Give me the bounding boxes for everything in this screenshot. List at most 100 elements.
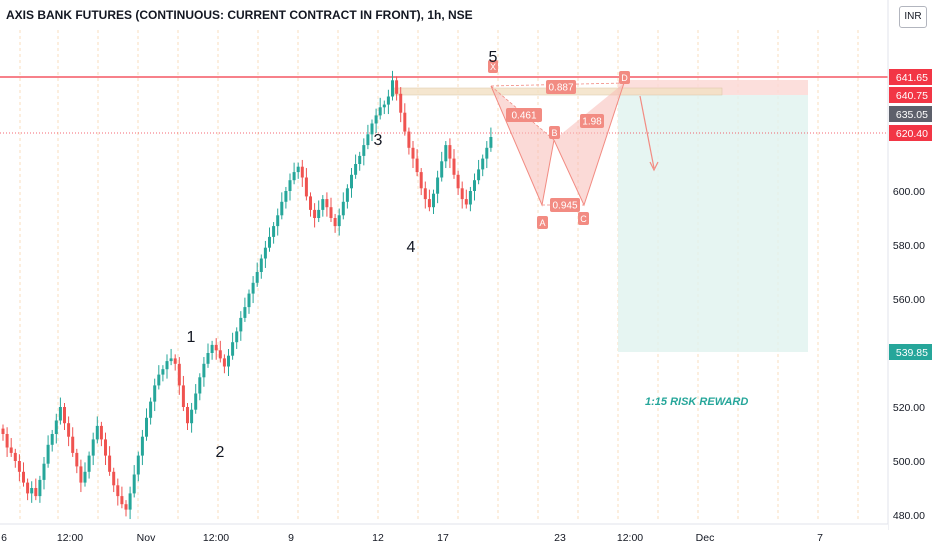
candle-body [243, 307, 246, 318]
candle-body [84, 472, 87, 483]
candle-body [96, 426, 99, 440]
x-tick-label: 12:00 [203, 532, 229, 544]
candle-body [194, 394, 197, 410]
y-tick-label: 500.00 [893, 456, 925, 468]
candle-body [149, 402, 152, 418]
candle-body [88, 456, 91, 472]
candle-body [416, 159, 419, 173]
candle-body [166, 361, 169, 369]
candle-body [157, 375, 160, 386]
ratio-xd-label: 0.887 [548, 83, 573, 94]
candle-body [485, 148, 488, 159]
candle-body [55, 421, 58, 435]
point-a-label: A [539, 218, 545, 228]
candle-body [38, 480, 41, 496]
wave-2-label: 2 [216, 444, 225, 461]
y-tick-label: 520.00 [893, 402, 925, 414]
time-axis: 6 12:00 Nov 12:00 9 12 17 23 12:00 Dec 7 [0, 524, 888, 550]
chart-title: AXIS BANK FUTURES (CONTINUOUS: CURRENT C… [6, 8, 473, 22]
candle-body [338, 215, 341, 226]
currency-button[interactable]: INR [899, 6, 927, 28]
candle-body [469, 191, 472, 205]
candle-body [420, 172, 423, 188]
candle-body [100, 426, 103, 440]
wave-3-label: 3 [374, 132, 383, 149]
candle-body [289, 180, 292, 191]
candle-body [436, 178, 439, 194]
candle-body [104, 439, 107, 455]
y-tick-label: 560.00 [893, 294, 925, 306]
price-axis: 480.00500.00520.00540.00560.00580.00600.… [888, 0, 932, 550]
x-tick-label: 17 [437, 532, 449, 544]
candle-body [186, 407, 189, 423]
y-tick-label: 480.00 [893, 510, 925, 522]
wave-labels: 1 2 3 4 5 [187, 49, 498, 461]
candle-body [153, 385, 156, 401]
candle-body [112, 472, 115, 486]
wave-5-label: 5 [489, 49, 498, 66]
candle-body [190, 410, 193, 424]
x-tick-label: 23 [554, 532, 566, 544]
candle-body [75, 453, 78, 467]
candle-body [325, 199, 328, 207]
candle-body [108, 456, 111, 472]
candle-body [239, 318, 242, 332]
candle-body [161, 369, 164, 374]
candle-body [293, 172, 296, 180]
candle-body [47, 445, 50, 464]
candle-body [182, 385, 185, 407]
candle-body [6, 434, 9, 448]
candle-body [125, 504, 128, 509]
candle-body [383, 105, 386, 108]
candle-body [30, 488, 33, 493]
wave-1-label: 1 [187, 329, 196, 346]
candle-body [297, 167, 300, 172]
candle-body [346, 188, 349, 202]
candle-body [67, 423, 70, 437]
candle-body [473, 180, 476, 191]
candle-body [198, 377, 201, 393]
candle-body [305, 178, 308, 197]
x-tick-label: 9 [288, 532, 294, 544]
candle-body [309, 196, 312, 210]
candle-body [63, 407, 66, 423]
point-d-label: D [621, 73, 628, 83]
candle-body [133, 475, 136, 494]
harmonic-xab [491, 86, 554, 205]
risk-reward-note: 1:15 RISK REWARD [645, 396, 748, 408]
candle-body [227, 356, 230, 367]
candle-body [137, 456, 140, 475]
candle-body [317, 210, 320, 218]
candle-body [412, 148, 415, 159]
candle-body [223, 358, 226, 366]
candle-body [174, 358, 177, 363]
y-tick-label: 600.00 [893, 186, 925, 198]
candle-body [34, 488, 37, 496]
x-tick-label: 12:00 [617, 532, 643, 544]
candle-body [272, 226, 275, 237]
take-profit-zone [618, 95, 808, 352]
candle-body [231, 342, 234, 356]
candle-body [256, 272, 259, 283]
x-tick-label: 12:00 [57, 532, 83, 544]
candle-body [59, 407, 62, 421]
candle-body [321, 199, 324, 210]
x-tick-label: 7 [817, 532, 823, 544]
wave-4-label: 4 [407, 239, 416, 256]
candle-body [453, 159, 456, 175]
candle-body [424, 188, 427, 199]
candle-body [375, 115, 378, 123]
candle-body [461, 188, 464, 199]
candle-body [342, 202, 345, 216]
candle-body [481, 159, 484, 170]
candle-body [444, 145, 447, 161]
candle-body [276, 215, 279, 226]
candle-body [432, 194, 435, 208]
candle-body [260, 259, 263, 273]
candle-body [178, 364, 181, 386]
candle-body [440, 161, 443, 177]
candle-body [116, 485, 119, 496]
candle-body [395, 80, 398, 94]
candle-body [387, 97, 390, 105]
